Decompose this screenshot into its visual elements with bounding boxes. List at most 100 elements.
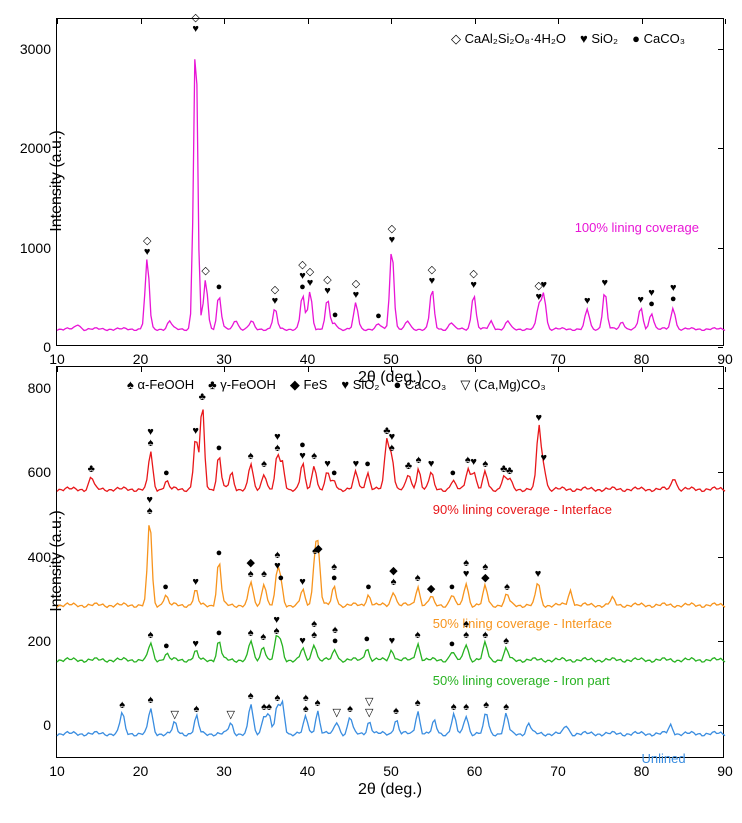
peak-marker: ♣ [88,464,95,475]
peak-marker: ♠ [315,698,321,709]
peak-marker: ♥ [541,280,548,291]
xtick: 20 [133,345,149,367]
peak-marker: ◆♠ [389,566,397,588]
peak-marker: ◇♥ [191,13,199,35]
peak-marker: ♠ [261,459,267,470]
peak-marker: ♠♥ [463,558,470,580]
peak-marker: ◇♥ [469,269,477,291]
peak-marker: ♥♠ [274,432,281,454]
peak-marker: ♠◆ [481,562,489,584]
peak-marker: ♠ [416,455,422,466]
peak-marker: ♠ [451,702,457,713]
xtick: 80 [634,345,650,367]
peak-marker: ● [332,310,339,321]
peak-marker: ♥♠ [147,427,154,449]
peak-marker: ▽▽ [365,697,373,719]
ytick: 800 [28,380,57,396]
peak-marker: ♠ [482,459,488,470]
peak-marker: ● [216,548,223,559]
peak-marker: ♠♠ [311,619,317,641]
peak-marker: ♠♠ [463,619,469,641]
series-label: 50% lining coverage - Interface [433,616,612,631]
peak-marker: ♠ [260,632,266,643]
peak-marker: ♥ [470,457,477,468]
peak-marker: ♠♠ [303,693,309,715]
trace [57,701,725,736]
peak-marker: ♠ [504,582,510,593]
peak-marker: ● [163,641,170,652]
peak-marker: ▽ [226,710,234,721]
trace [57,59,725,330]
peak-marker: ● [216,282,223,293]
peak-marker: ♠ [463,702,469,713]
xtick: 60 [467,757,483,779]
peak-marker: ● [216,443,223,454]
peak-marker: ◇♥ [323,275,331,297]
peak-marker: ♥ [541,453,548,464]
peak-marker: ♠ [503,702,509,713]
peak-marker: ● [163,468,170,479]
ytick: 600 [28,464,57,480]
peak-marker: ♥♠ [146,495,153,517]
xtick: 60 [467,345,483,367]
xtick: 50 [383,757,399,779]
peak-marker: ♠ [119,700,125,711]
peak-marker: ◇♥ [271,285,279,307]
ytick: 0 [43,717,57,733]
xtick: 40 [300,757,316,779]
xrd-chart-2: 0200400600800102030405060708090Intensity… [56,366,724,758]
peak-marker: ◇♥ [388,224,396,246]
peak-marker: ● [365,582,372,593]
series-label: 50% lining coverage - Iron part [433,673,610,688]
xtick: 10 [49,757,65,779]
peak-marker: ● [277,573,284,584]
xtick: 50 [383,345,399,367]
peak-marker: ● [375,311,382,322]
peak-marker: ♣ [506,466,513,477]
peak-marker: ● [449,639,456,650]
peak-marker: ● [364,459,371,470]
peak-marker: ◇♥ [306,267,314,289]
peak-marker: ● [162,582,169,593]
peak-marker: ♠ [248,451,254,462]
xtick: 10 [49,345,65,367]
xtick: 20 [133,757,149,779]
peak-marker: ♠ [311,451,317,462]
xtick: 70 [550,345,566,367]
peak-marker: ♥ [535,569,542,580]
peak-marker: ● [331,468,338,479]
plot-area [57,19,723,345]
peak-marker: ◇ [201,266,209,277]
xtick: 90 [717,757,733,779]
peak-marker: ♥ [192,426,199,437]
peak-marker: ♥ [353,459,360,470]
peak-marker: ♥♠ [273,615,280,637]
peak-marker: ♠ [275,693,281,704]
xtick: 70 [550,757,566,779]
peak-marker: ◇♥ [143,236,151,258]
peak-marker: ♠♥ [274,550,281,572]
peak-marker: ♣ [405,461,412,472]
xtick: 30 [216,345,232,367]
series-label: Unlined [642,751,686,766]
xrd-chart-1: 0100020003000102030405060708090Intensity… [56,18,724,346]
peak-marker: ♠ [415,573,421,584]
peak-marker: ♥ [389,636,396,647]
peak-marker: ♠ [415,630,421,641]
peak-marker: ♠ [248,691,254,702]
peak-marker: ◇♥ [352,279,360,301]
peak-marker: ● [449,468,456,479]
ytick: 200 [28,633,57,649]
peak-marker: ◇♥ [428,265,436,287]
peak-marker: ♠ [415,698,421,709]
peak-marker: ◆ [427,584,435,595]
peak-marker: ● [449,582,456,593]
series-label: 90% lining coverage - Interface [433,502,612,517]
peak-marker: ●♥ [299,440,306,462]
peak-marker: ♠ [261,569,267,580]
peak-marker: ♠ [266,702,272,713]
xtick: 40 [300,345,316,367]
peak-marker: ♠ [482,630,488,641]
xtick: 90 [717,345,733,367]
peak-marker: ♥ [324,459,331,470]
